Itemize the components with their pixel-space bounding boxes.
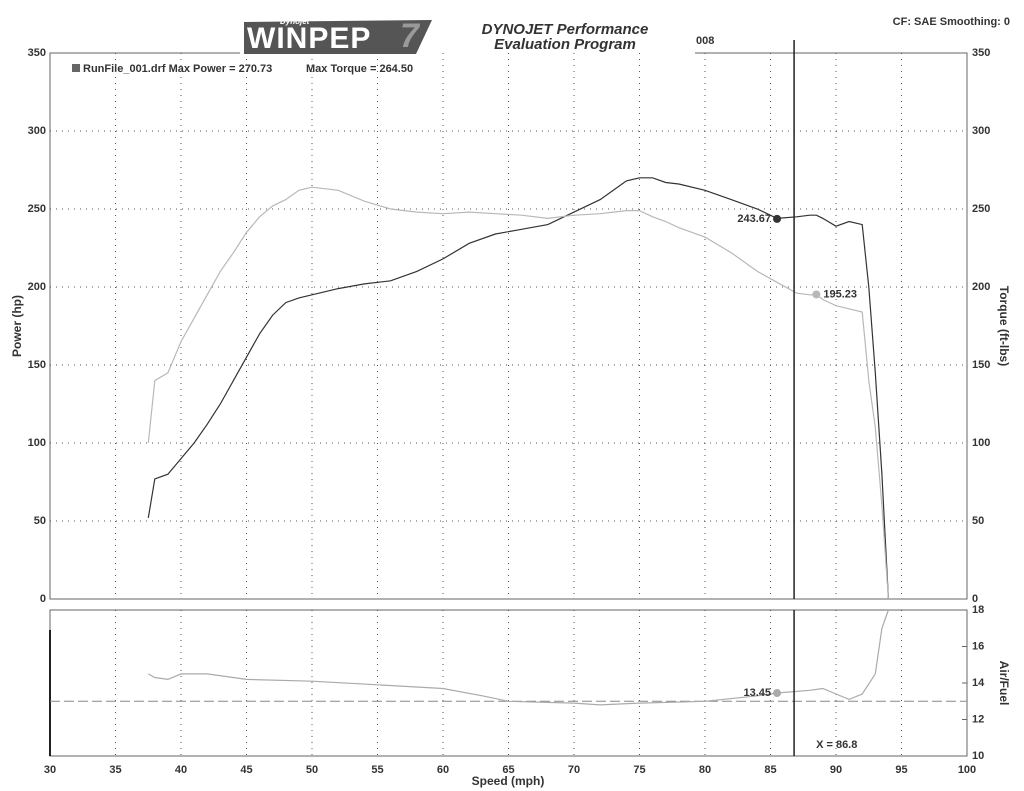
legend-swatch — [72, 64, 80, 72]
y2-tick-label: 300 — [972, 125, 990, 137]
legend-torque: Max Torque = 264.50 — [306, 63, 413, 75]
legend-power: RunFile_001.drf Max Power = 270.73 — [83, 63, 272, 75]
x-tick-label: 50 — [306, 764, 318, 776]
y-tick-label: 200 — [28, 281, 46, 293]
x-tick-label: 40 — [175, 764, 187, 776]
y2-tick-label: 18 — [972, 604, 984, 616]
y2-tick-label: 150 — [972, 359, 990, 371]
y2-axis-label: Torque (ft-lbs) — [997, 286, 1011, 366]
y-tick-label: 100 — [28, 437, 46, 449]
x-tick-label: 60 — [437, 764, 449, 776]
y2-tick-label: 200 — [972, 281, 990, 293]
series-line — [147, 186, 889, 600]
settings: CF: SAE Smoothing: 0 — [893, 16, 1010, 28]
y2-tick-label: 250 — [972, 203, 990, 215]
y2-tick-label: 100 — [972, 437, 990, 449]
power-panel — [49, 52, 968, 600]
cursor-marker — [812, 290, 821, 299]
x-tick-label: 85 — [764, 764, 776, 776]
program-line: Evaluation Program — [494, 36, 636, 53]
x-tick-label: 90 — [830, 764, 842, 776]
x-tick-label: 100 — [958, 764, 976, 776]
date-fragment: 008 — [696, 35, 714, 47]
y-tick-label: 50 — [34, 515, 46, 527]
y-tick-label: 350 — [28, 47, 46, 59]
x-axis-label: Speed (mph) — [472, 774, 545, 788]
series-line — [148, 609, 889, 706]
x-tick-label: 80 — [699, 764, 711, 776]
y2-tick-label: 0 — [972, 593, 978, 605]
cursor-marker — [773, 689, 782, 698]
logo-bg — [244, 20, 432, 54]
y-tick-label: 0 — [40, 593, 46, 605]
logo-small: Dynojet — [280, 17, 310, 26]
y2-tick-label: 50 — [972, 515, 984, 527]
x-tick-label: 55 — [371, 764, 383, 776]
x-tick-label: 30 — [44, 764, 56, 776]
logo: WINPEP — [247, 22, 371, 55]
y2-tick-label: 14 — [972, 677, 985, 689]
marker-label: 195.23 — [823, 288, 857, 300]
series-line — [147, 177, 889, 600]
y-tick-label: 150 — [28, 359, 46, 371]
x-tick-label: 95 — [895, 764, 907, 776]
marker-label: 13.45 — [744, 687, 772, 699]
marker-label: 243.67 — [737, 213, 771, 225]
y2-axis-label: Air/Fuel — [997, 661, 1011, 706]
y2-tick-label: 12 — [972, 713, 984, 725]
x-tick-label: 70 — [568, 764, 580, 776]
cursor-label: X = 86.8 — [816, 739, 857, 751]
program-line: DYNOJET Performance — [482, 21, 649, 38]
x-tick-label: 75 — [633, 764, 645, 776]
y2-tick-label: 16 — [972, 640, 984, 652]
x-tick-label: 65 — [502, 764, 514, 776]
y-axis-label: Power (hp) — [10, 295, 24, 357]
x-tick-label: 45 — [240, 764, 252, 776]
y-tick-label: 300 — [28, 125, 46, 137]
y2-tick-label: 350 — [972, 47, 990, 59]
logo-version: 7 — [400, 17, 421, 55]
y2-tick-label: 10 — [972, 750, 984, 762]
cursor-marker — [773, 214, 782, 223]
x-tick-label: 35 — [109, 764, 121, 776]
y-tick-label: 250 — [28, 203, 46, 215]
